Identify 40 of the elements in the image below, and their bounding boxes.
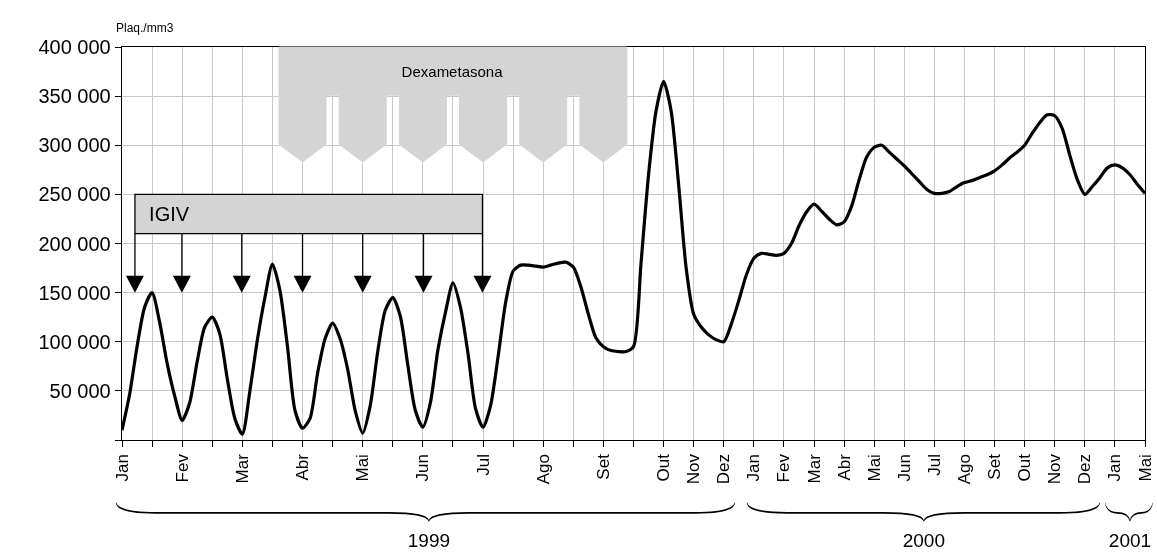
- x-tick-label: Ago: [954, 454, 974, 485]
- x-tick-label: Set: [985, 453, 1005, 480]
- x-tick-label: Nov: [1045, 453, 1065, 485]
- x-tick-label: Jan: [744, 454, 764, 482]
- y-tick-label: 50 000: [49, 379, 111, 402]
- x-tick-label: Mar: [804, 453, 824, 484]
- x-tick-label: Dez: [1075, 454, 1095, 485]
- x-tick-label: Mai: [1135, 454, 1155, 482]
- y-tick-label: 350 000: [38, 85, 111, 108]
- x-tick-label: Jul: [924, 454, 944, 476]
- x-tick-label: Fev: [172, 453, 192, 483]
- x-tick-label: Ago: [533, 454, 553, 485]
- x-tick-label: Jul: [473, 454, 493, 476]
- y-tick-label: 100 000: [38, 330, 111, 353]
- y-tick-label: 400 000: [38, 36, 111, 58]
- text: 2001: [1108, 529, 1152, 551]
- x-tick-label: Nov: [684, 453, 704, 485]
- annotation: Dexametasona: [401, 63, 504, 81]
- y-tick-label: 250 000: [38, 183, 111, 206]
- y-tick-label: 300 000: [38, 134, 111, 157]
- y-tick-label: 200 000: [38, 232, 111, 255]
- x-tick-label: Jun: [413, 454, 433, 482]
- x-tick-label: Jun: [894, 454, 914, 482]
- x-tick-label: Abr: [293, 453, 313, 481]
- x-tick-label: Out: [654, 453, 674, 482]
- annotation: IGIV: [149, 203, 190, 226]
- x-tick-label: Fev: [774, 453, 794, 483]
- x-tick-label: Dez: [714, 454, 734, 485]
- x-tick-label: Abr: [834, 453, 854, 481]
- x-tick-label: Mar: [232, 453, 252, 484]
- x-tick-label: Jan: [112, 454, 132, 482]
- x-tick-label: Out: [1015, 453, 1035, 482]
- y-axis-title: Plaq./mm3: [116, 21, 174, 35]
- x-tick-label: Mai: [864, 454, 884, 482]
- x-tick-label: Set: [593, 453, 613, 480]
- text: 1999: [407, 529, 451, 551]
- text: 2000: [902, 529, 945, 551]
- x-tick-label: Mai: [353, 454, 373, 482]
- x-tick-label: Jan: [1105, 454, 1125, 482]
- y-tick-label: 150 000: [38, 281, 111, 304]
